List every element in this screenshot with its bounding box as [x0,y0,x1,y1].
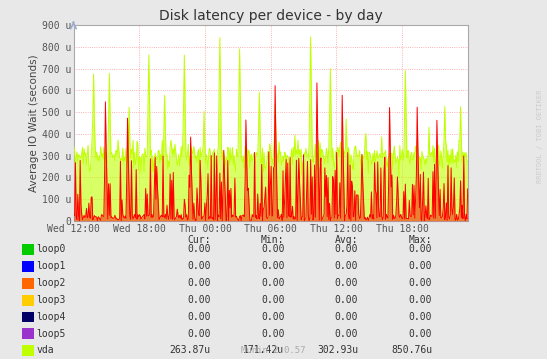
Text: 0.00: 0.00 [261,312,284,322]
Text: 0.00: 0.00 [409,312,432,322]
Text: 0.00: 0.00 [409,278,432,288]
Text: 850.76u: 850.76u [391,345,432,355]
Text: 263.87u: 263.87u [170,345,211,355]
Text: 302.93u: 302.93u [317,345,358,355]
Y-axis label: Average IO Wait (seconds): Average IO Wait (seconds) [29,54,39,192]
Text: 0.00: 0.00 [261,295,284,305]
Text: 0.00: 0.00 [335,328,358,339]
Text: 0.00: 0.00 [335,261,358,271]
Text: loop1: loop1 [37,261,66,271]
Text: Max:: Max: [409,235,432,245]
Text: Cur:: Cur: [187,235,211,245]
Text: 0.00: 0.00 [187,328,211,339]
Text: loop0: loop0 [37,244,66,254]
Text: 0.00: 0.00 [261,261,284,271]
Text: Avg:: Avg: [335,235,358,245]
Text: loop3: loop3 [37,295,66,305]
Text: Munin 2.0.57: Munin 2.0.57 [241,346,306,355]
Text: vda: vda [37,345,54,355]
Text: 0.00: 0.00 [335,244,358,254]
Text: 0.00: 0.00 [335,278,358,288]
Text: 0.00: 0.00 [187,312,211,322]
Text: 0.00: 0.00 [261,244,284,254]
Text: 0.00: 0.00 [187,261,211,271]
Text: 0.00: 0.00 [409,261,432,271]
Text: RRDTOOL / TOBI OETIKER: RRDTOOL / TOBI OETIKER [537,90,543,183]
Text: 0.00: 0.00 [409,295,432,305]
Text: 0.00: 0.00 [261,278,284,288]
Text: Min:: Min: [261,235,284,245]
Text: 0.00: 0.00 [409,244,432,254]
Text: loop2: loop2 [37,278,66,288]
Text: loop4: loop4 [37,312,66,322]
Text: 0.00: 0.00 [261,328,284,339]
Text: 0.00: 0.00 [409,328,432,339]
Text: 0.00: 0.00 [187,278,211,288]
Text: 0.00: 0.00 [187,244,211,254]
Text: 0.00: 0.00 [335,295,358,305]
Text: 0.00: 0.00 [335,312,358,322]
Text: 0.00: 0.00 [187,295,211,305]
Title: Disk latency per device - by day: Disk latency per device - by day [159,9,383,23]
Text: loop5: loop5 [37,328,66,339]
Text: 171.42u: 171.42u [243,345,284,355]
